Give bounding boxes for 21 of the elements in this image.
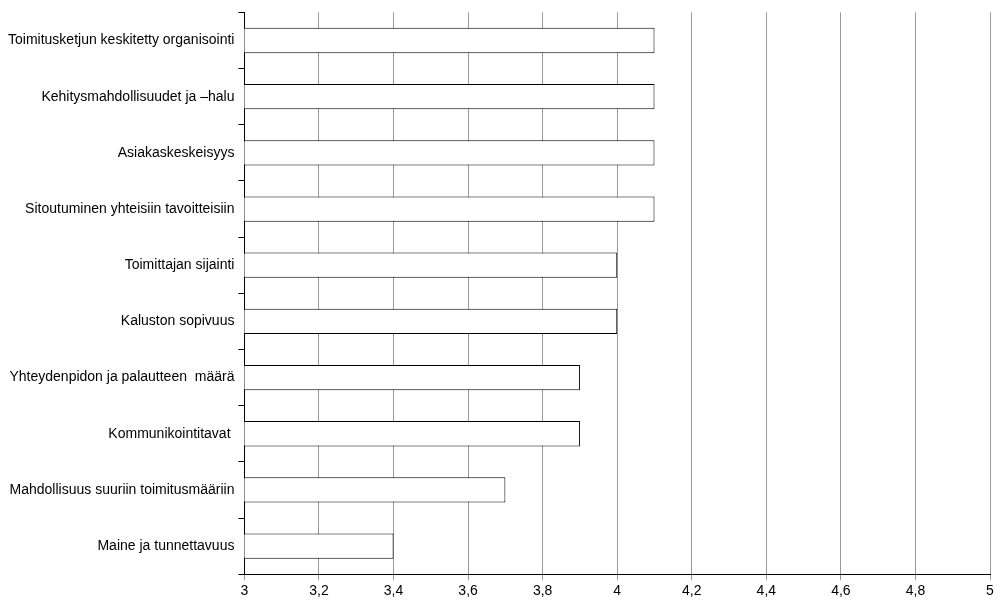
x-tick-label: 3,2 xyxy=(309,582,329,599)
y-tick-label: Maine ja tunnettavuus xyxy=(97,536,235,553)
y-tick-label: Kommunikointitavat xyxy=(108,424,235,441)
y-tick-label: Toimitusketjun keskitetty organisointi xyxy=(8,31,235,48)
x-tick-label: 5 xyxy=(986,582,995,599)
y-tick-label: Kaluston sopivuus xyxy=(120,312,235,329)
y-tick-label: Toimittajan sijainti xyxy=(124,256,235,273)
y-tick-label: Kehitysmahdollisuudet ja –halu xyxy=(41,87,235,104)
x-tick-label: 3,6 xyxy=(458,582,479,599)
x-tick-label: 4 xyxy=(613,582,622,599)
y-tick-label: Sitoutuminen yhteisiin tavoitteisiin xyxy=(25,199,235,216)
x-tick-label: 4,4 xyxy=(756,582,777,599)
x-tick-label: 3 xyxy=(240,582,249,599)
y-tick-label: Yhteydenpidon ja palautteen määrä xyxy=(9,368,235,385)
y-tick-label: Asiakaskeskeisyys xyxy=(117,143,235,160)
x-tick-label: 4,8 xyxy=(905,582,926,599)
y-tick-label: Mahdollisuus suuriin toimitusmääriin xyxy=(9,480,235,497)
x-tick-label: 4,6 xyxy=(831,582,851,599)
x-tick-label: 3,8 xyxy=(532,582,553,599)
x-tick-label: 3,4 xyxy=(383,582,404,599)
x-tick-label: 4,2 xyxy=(682,582,702,599)
